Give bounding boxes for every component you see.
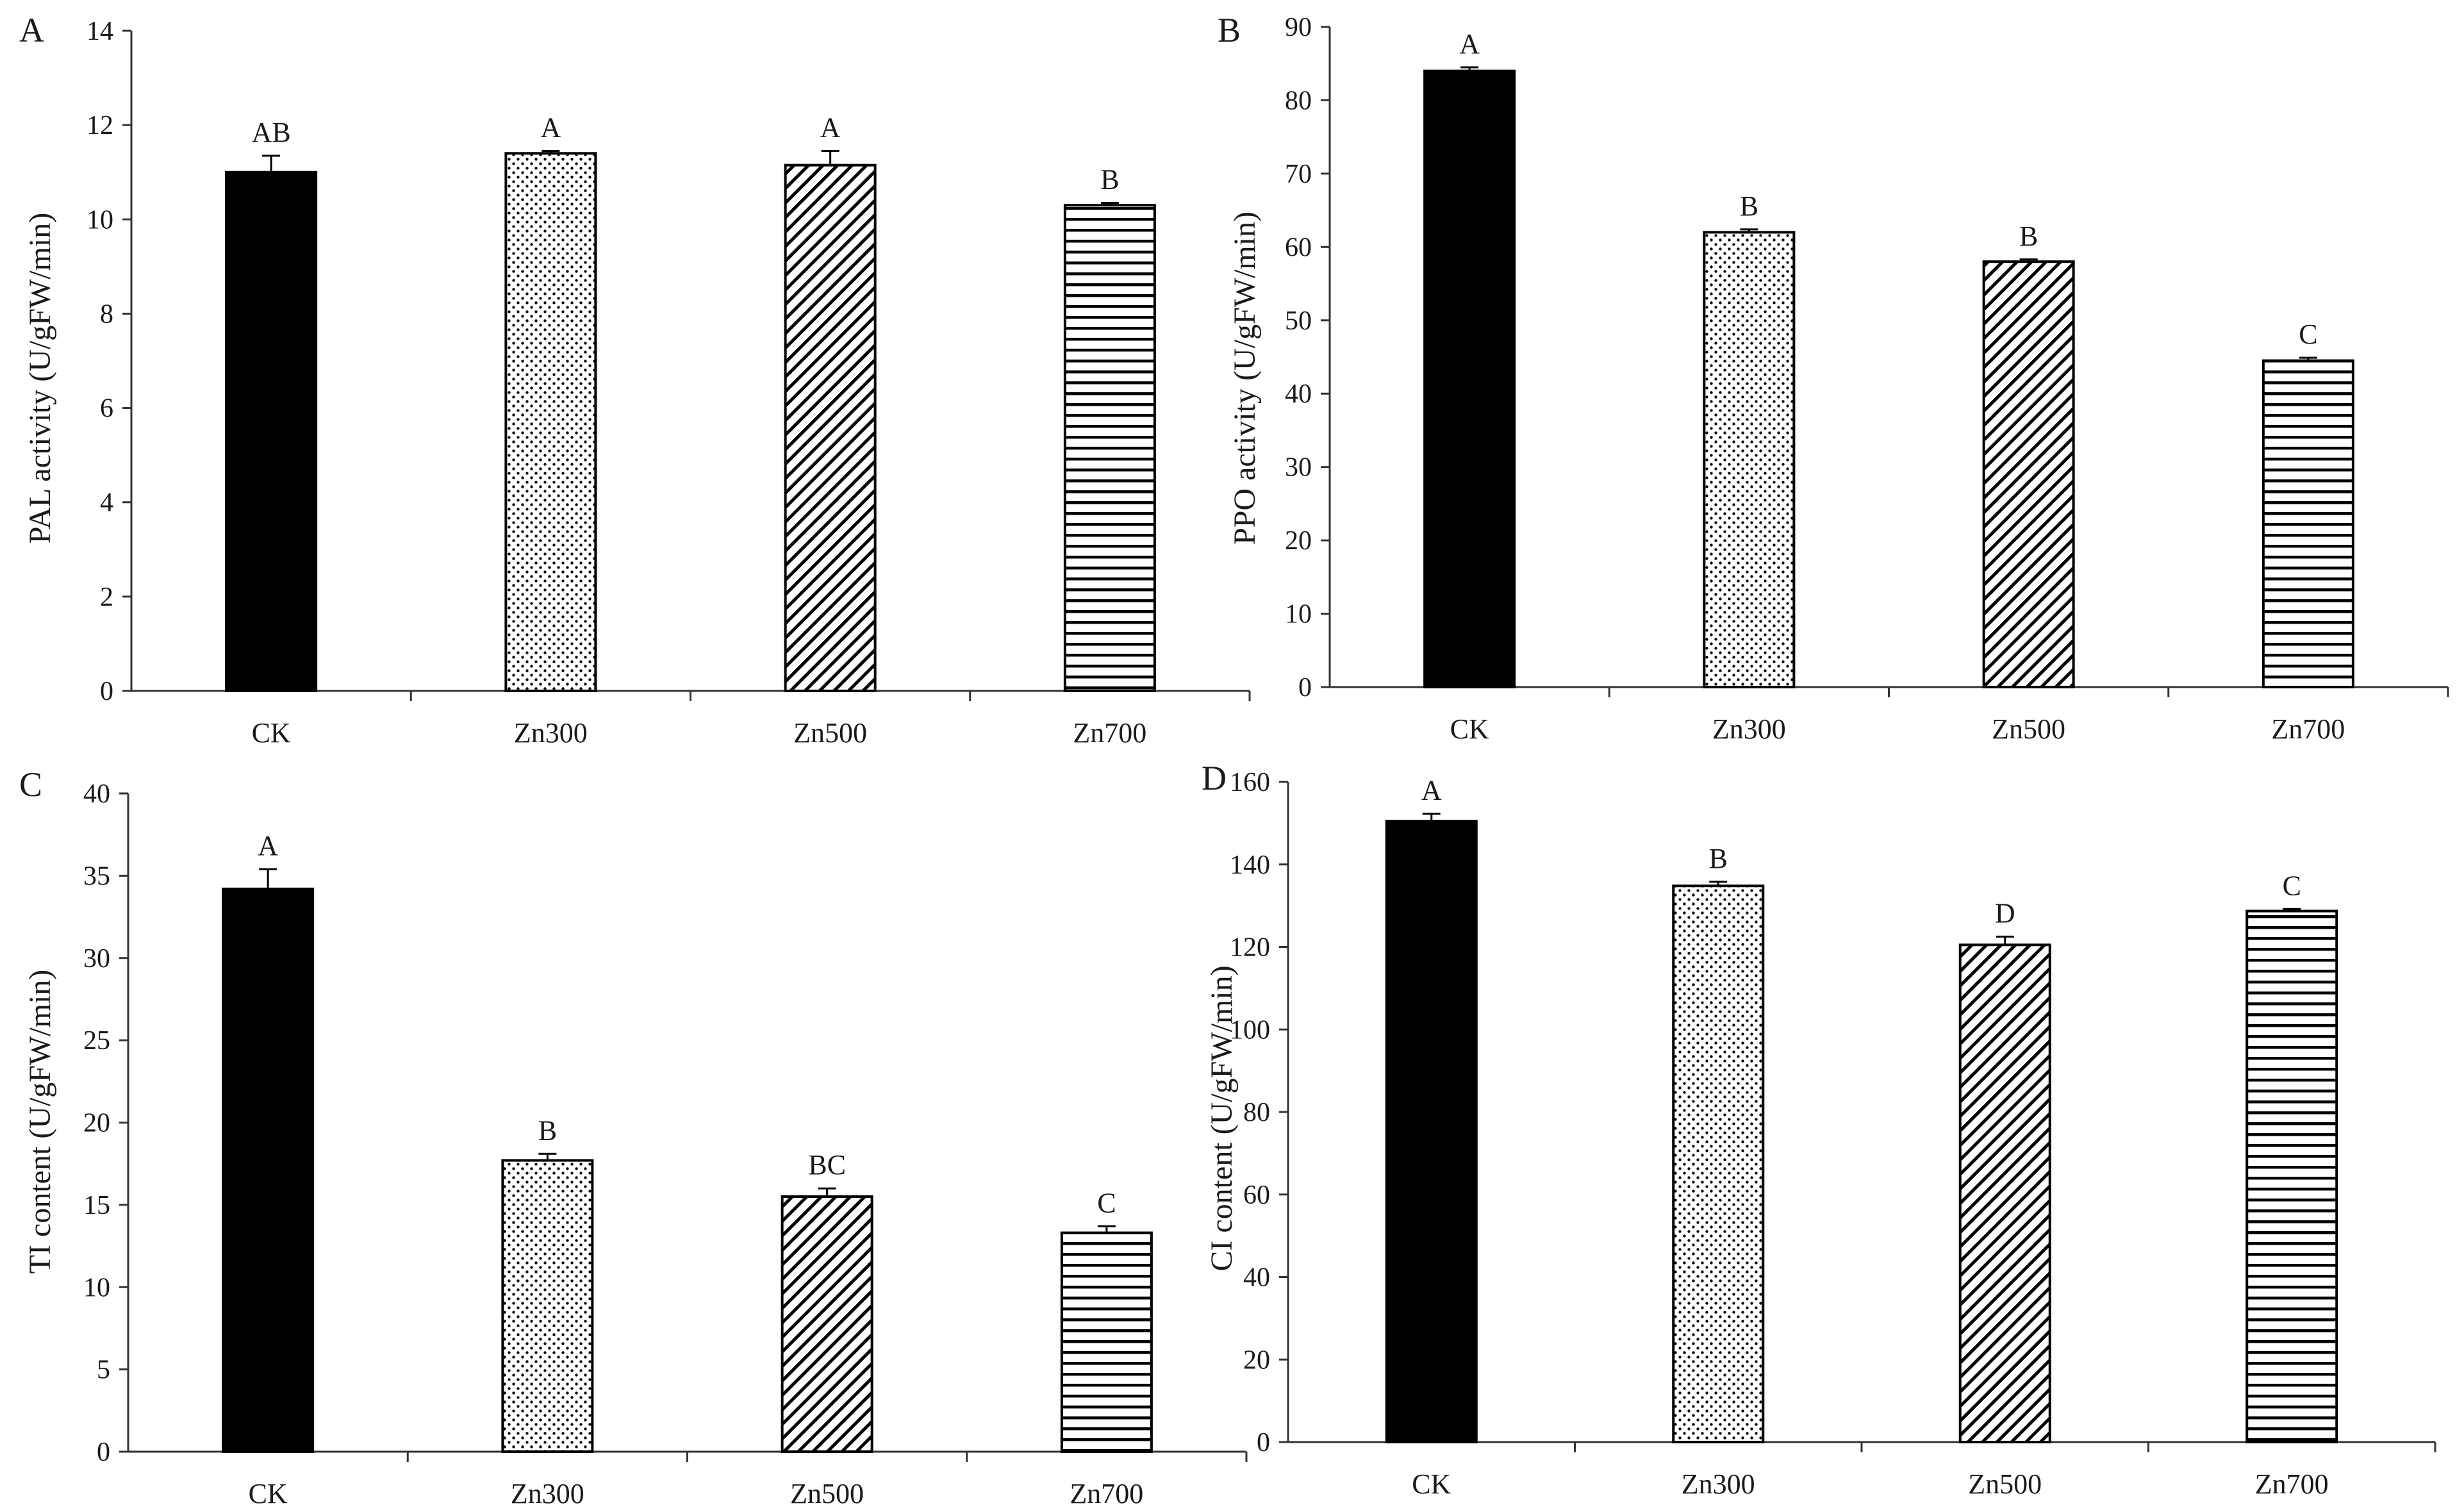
significance-label: B	[538, 1115, 557, 1146]
y-tick-label: 20	[83, 1109, 110, 1138]
x-category-label: Zn500	[793, 717, 867, 749]
x-category-label: Zn500	[1992, 713, 2065, 745]
y-tick-label: 40	[83, 779, 110, 809]
y-tick-label: 14	[87, 17, 113, 46]
bar	[1672, 884, 1765, 1443]
x-category-label: Zn300	[514, 717, 588, 749]
y-tick-label: 60	[1285, 233, 1312, 262]
x-category-label: Zn700	[1073, 717, 1146, 749]
panel-c: C TI content (U/gFW/min) 0 5 10 15 20 25 30 35 4…	[19, 765, 1248, 1509]
x-category-label: Zn500	[790, 1478, 864, 1509]
y-tick-label: 25	[83, 1026, 110, 1056]
y-tick-label: 160	[1230, 768, 1270, 797]
significance-label: B	[1709, 843, 1728, 874]
significance-label: C	[1097, 1187, 1116, 1218]
significance-label: B	[1740, 190, 1758, 222]
bar	[1423, 69, 1516, 688]
y-tick-label: 40	[1285, 379, 1312, 409]
y-axis-title: PAL activity (U/gFW/min)	[23, 213, 57, 543]
panel-letter: C	[19, 765, 42, 804]
y-axis-title: TI content (U/gFW/min)	[23, 970, 57, 1274]
significance-label: A	[1421, 775, 1442, 806]
x-category-label: CK	[1412, 1468, 1451, 1500]
x-category-label: Zn300	[511, 1478, 584, 1509]
y-tick-label: 10	[1285, 600, 1312, 629]
bar	[1385, 820, 1478, 1443]
x-category-label: Zn700	[2271, 713, 2345, 745]
y-tick-label: 120	[1230, 933, 1270, 963]
significance-label: B	[2019, 220, 2038, 252]
y-tick-label: 6	[100, 394, 113, 424]
x-category-label: Zn500	[1968, 1468, 2042, 1500]
significance-label: D	[1995, 897, 2015, 929]
significance-label: A	[820, 112, 841, 144]
y-tick-label: 90	[1285, 13, 1312, 42]
panel-letter: B	[1218, 11, 1241, 49]
bar	[1063, 204, 1156, 692]
y-tick-label: 100	[1230, 1015, 1270, 1045]
panel-letter: A	[19, 11, 44, 49]
significance-label: A	[540, 112, 561, 144]
bar	[2261, 359, 2354, 688]
y-tick-label: 0	[97, 1438, 110, 1467]
bar	[781, 1195, 873, 1453]
significance-label: AB	[252, 117, 291, 148]
x-category-label: CK	[252, 717, 291, 749]
y-axis-title: PPO activity (U/gFW/min)	[1228, 212, 1262, 545]
y-tick-label: 50	[1285, 306, 1312, 336]
x-category-label: Zn700	[1070, 1478, 1143, 1509]
significance-label: A	[1459, 28, 1480, 60]
bar	[504, 152, 597, 693]
bar	[501, 1159, 594, 1453]
y-tick-label: 4	[100, 488, 113, 518]
significance-label: B	[1100, 164, 1119, 195]
panel-d: D CI content (U/gFW/min) 0 20 40 60 80 100 120…	[1202, 759, 2436, 1500]
y-tick-label: 30	[1285, 453, 1312, 483]
bar	[1982, 260, 2075, 688]
x-category-label: CK	[249, 1478, 288, 1509]
y-tick-label: 20	[1243, 1345, 1270, 1375]
x-category-label: Zn700	[2255, 1468, 2329, 1500]
panel-b: B PPO activity (U/gFW/min) 0 10 20 30 40 50 60…	[1218, 11, 2449, 745]
y-tick-label: 2	[100, 583, 113, 612]
significance-label: C	[2283, 870, 2301, 901]
y-tick-label: 80	[1285, 86, 1312, 115]
y-tick-label: 0	[100, 677, 113, 706]
y-tick-label: 30	[83, 944, 110, 974]
x-category-label: Zn300	[1682, 1468, 1755, 1500]
y-tick-label: 70	[1285, 160, 1312, 189]
bar	[784, 163, 877, 692]
panel-a: A PAL activity (U/gFW/min) 02468101214AB…	[19, 11, 1251, 749]
y-tick-label: 12	[87, 111, 113, 140]
bar	[1958, 943, 2051, 1443]
panel-letter: D	[1202, 759, 1227, 797]
bar	[1703, 231, 1796, 688]
y-tick-label: 10	[87, 205, 113, 235]
x-category-label: Zn300	[1712, 713, 1786, 745]
bar	[222, 887, 315, 1454]
y-tick-label: 0	[1257, 1428, 1270, 1457]
y-tick-label: 0	[1298, 673, 1312, 702]
y-tick-label: 60	[1243, 1181, 1270, 1210]
y-tick-label: 20	[1285, 526, 1312, 556]
y-tick-label: 40	[1243, 1263, 1270, 1293]
significance-label: C	[2299, 319, 2317, 350]
y-axis-title: CI content (U/gFW/min)	[1205, 965, 1239, 1271]
bar	[2245, 909, 2338, 1443]
y-tick-label: 15	[83, 1191, 110, 1220]
y-tick-label: 80	[1243, 1098, 1270, 1127]
y-tick-label: 5	[97, 1356, 110, 1385]
significance-label: A	[258, 830, 278, 861]
x-category-label: CK	[1450, 713, 1489, 745]
y-tick-label: 8	[100, 299, 113, 329]
y-tick-label: 140	[1230, 850, 1270, 880]
y-tick-label: 35	[83, 861, 110, 891]
bar	[1060, 1231, 1153, 1453]
y-tick-label: 10	[83, 1273, 110, 1302]
significance-label: BC	[808, 1149, 846, 1181]
bar	[225, 170, 318, 692]
